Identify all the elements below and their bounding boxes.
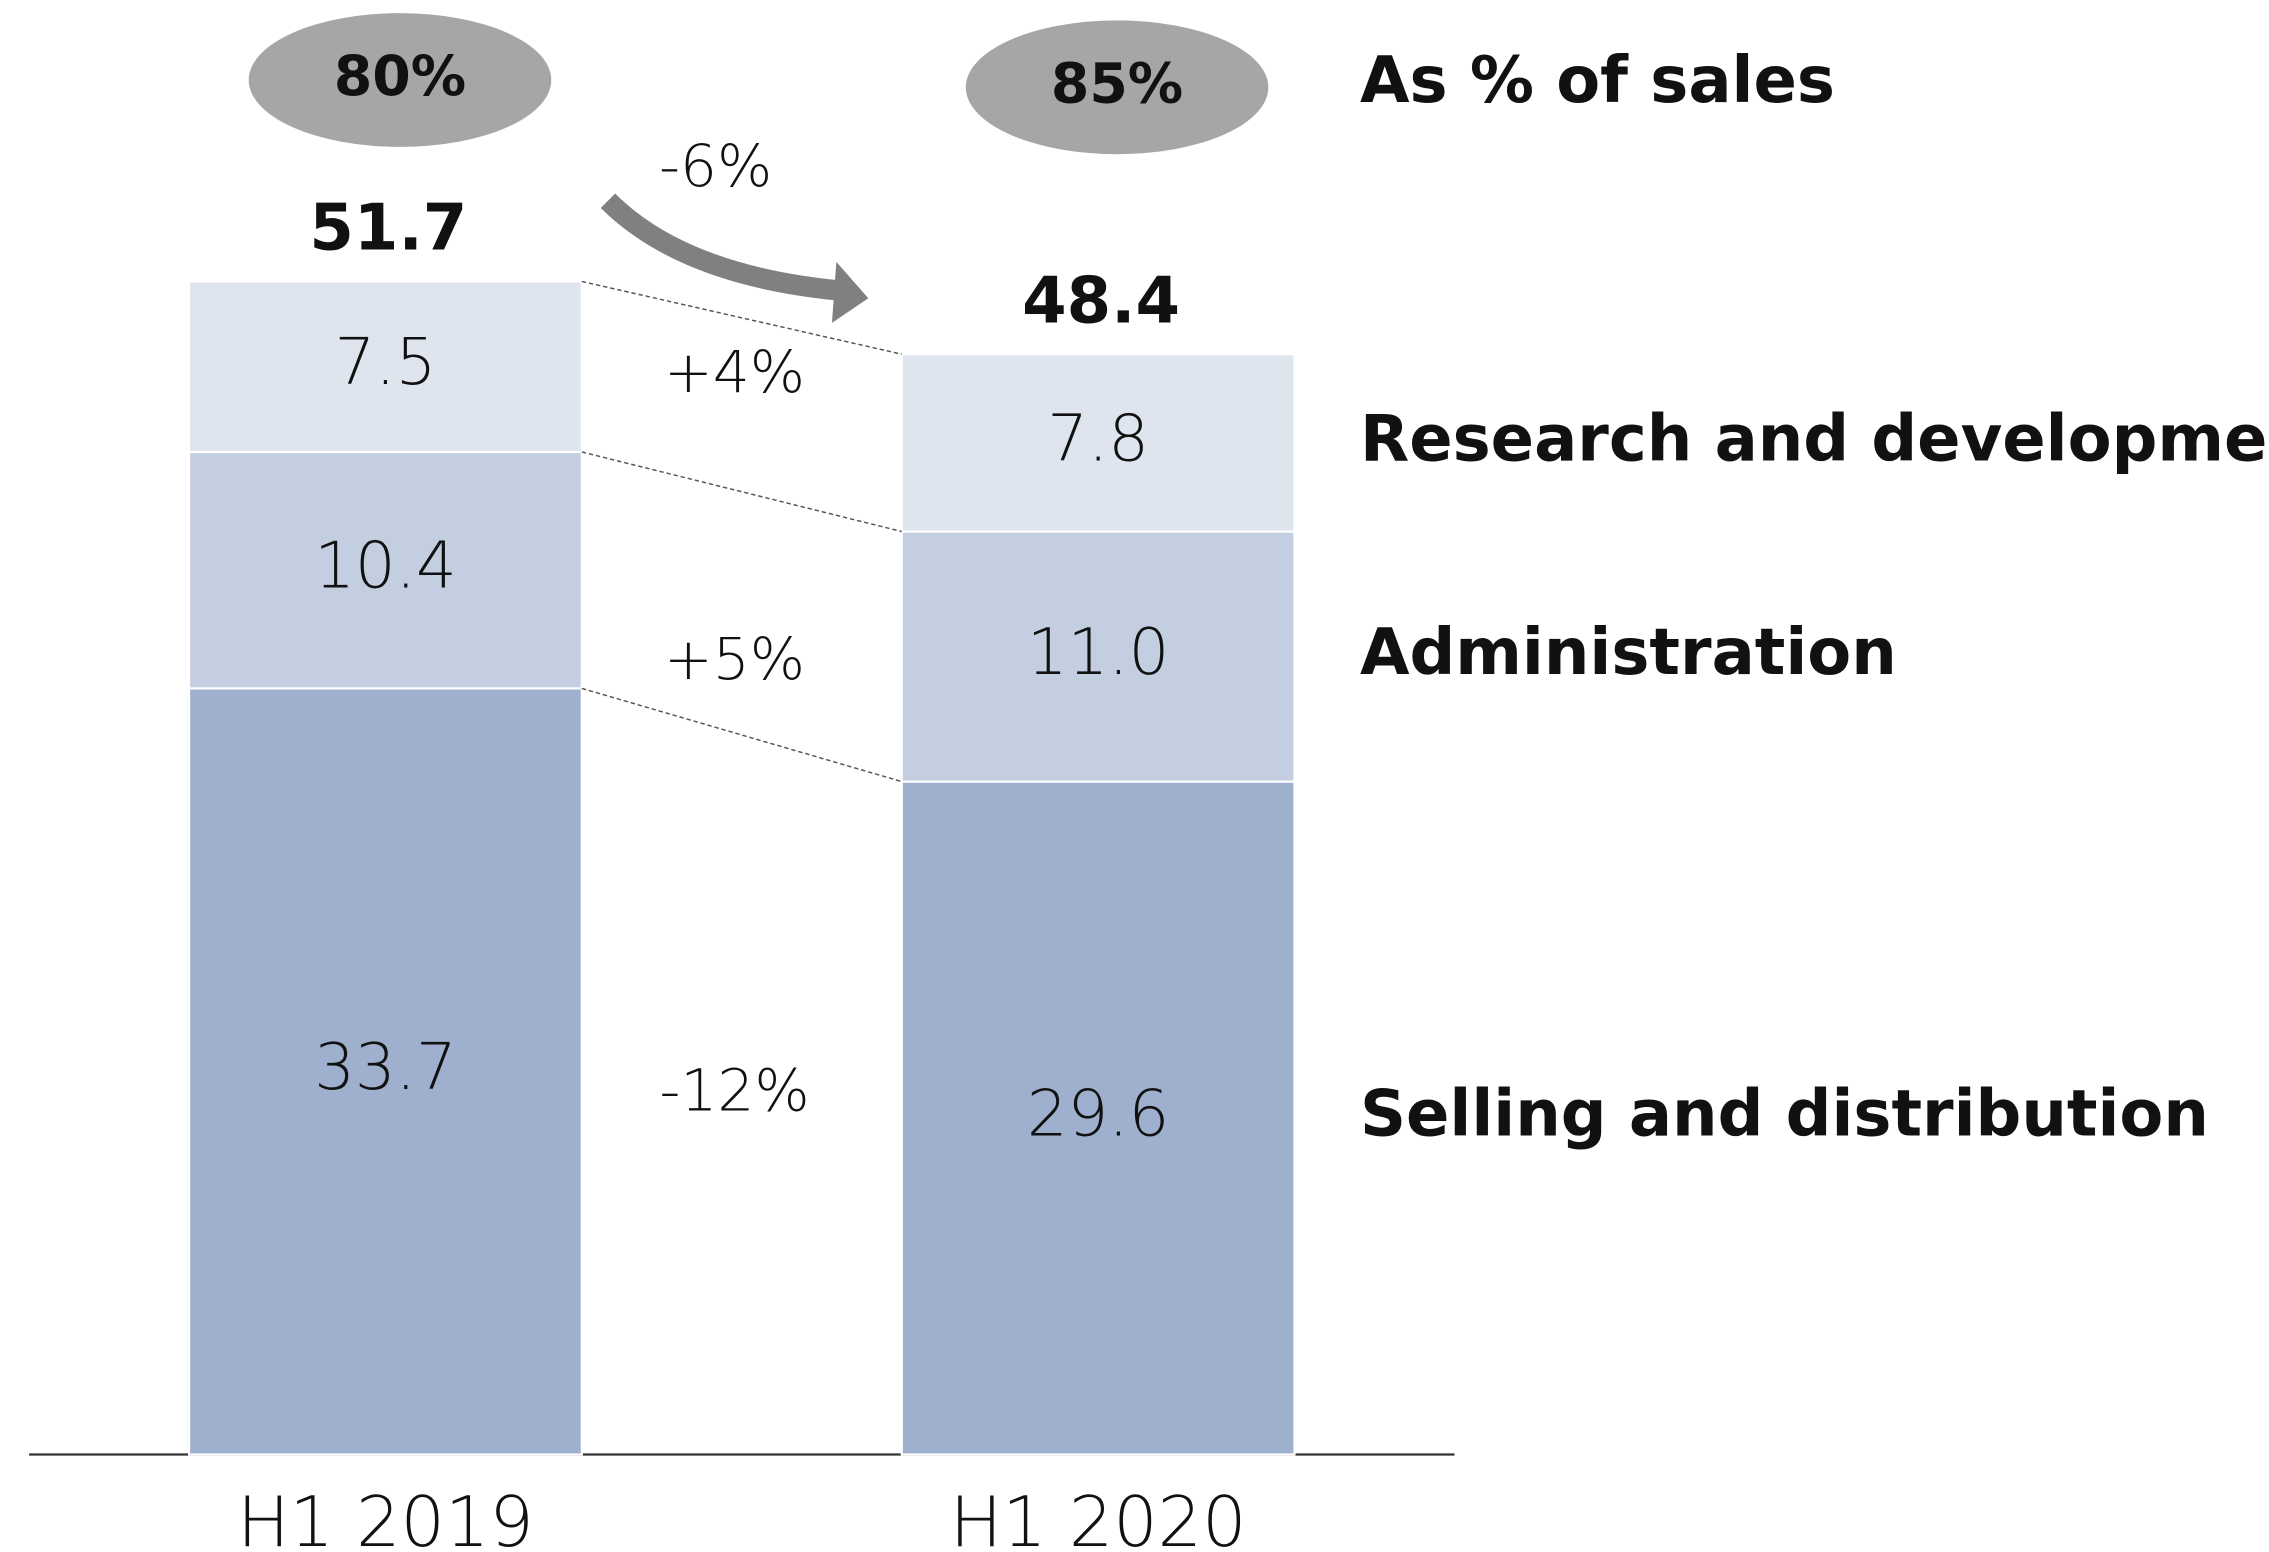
x-tick-label: H1 2020 <box>950 1482 1247 1552</box>
share-value: 80% <box>334 45 466 109</box>
segment-label: 7.8 <box>1047 402 1149 476</box>
share-ellipse <box>248 13 552 147</box>
x-tick-label: H1 2019 <box>237 1482 534 1552</box>
segment-label: 10.4 <box>314 530 456 604</box>
bar-segment <box>900 530 1296 783</box>
total-label: 48.4 <box>1022 264 1180 338</box>
total-change-arrowhead <box>831 261 869 323</box>
legend-label: Research and development <box>1360 402 2269 476</box>
connector <box>581 280 902 355</box>
change-label: +5% <box>664 625 805 693</box>
legend-label: Selling and distribution <box>1360 1078 2209 1152</box>
total-change-label: -6% <box>659 132 772 200</box>
connector <box>581 687 902 783</box>
segment-label: 7.5 <box>335 326 437 400</box>
bar-segment <box>187 280 583 454</box>
segment-label: 29.6 <box>1027 1078 1169 1152</box>
segment-label: 11.0 <box>1027 616 1169 690</box>
share-value: 85% <box>1051 52 1183 116</box>
bar-segment <box>900 353 1296 533</box>
legend-label: Administration <box>1360 616 1897 690</box>
segment-label: 33.7 <box>314 1031 456 1105</box>
bar-segment <box>187 687 583 1456</box>
share-ellipse <box>965 20 1269 155</box>
bar-segment <box>900 780 1296 1456</box>
connector <box>581 451 902 533</box>
bar-segment <box>187 450 583 690</box>
share-label: As % of sales <box>1360 44 1835 118</box>
change-label: -12% <box>659 1057 809 1125</box>
change-label: +4% <box>664 338 805 406</box>
total-label: 51.7 <box>309 192 467 266</box>
total-change-arrow <box>600 193 845 302</box>
